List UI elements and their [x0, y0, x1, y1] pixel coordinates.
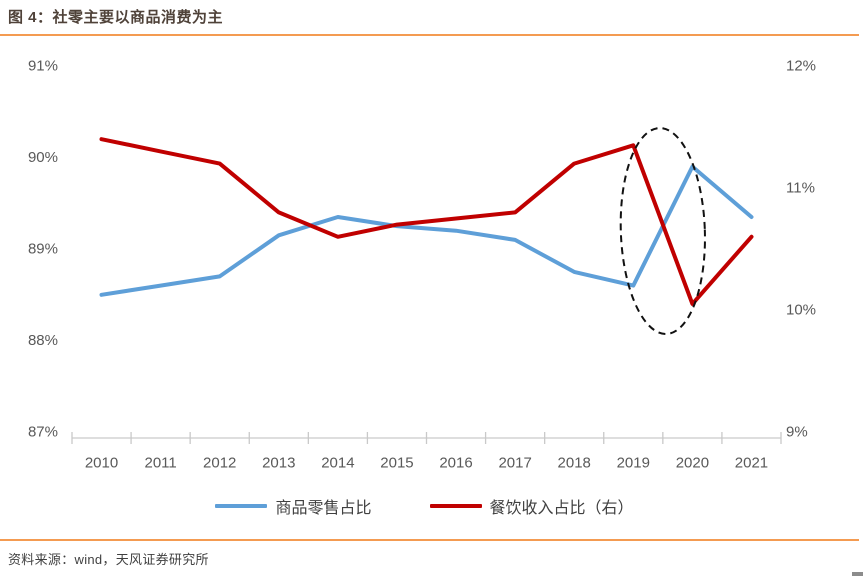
x-axis-year-label: 2021 — [735, 455, 768, 472]
red-series-line — [99, 137, 754, 306]
right-axis-tick-label: 9% — [786, 424, 808, 441]
x-axis-year-label: 2015 — [380, 455, 413, 472]
chart-legend: 商品零售占比 餐饮收入占比（右） — [0, 494, 849, 518]
legend-label-catering-income: 餐饮收入占比（右） — [489, 500, 634, 517]
x-axis-year-label: 2014 — [321, 455, 354, 472]
blue-series-line — [99, 164, 754, 297]
x-axis-year-label: 2017 — [498, 455, 531, 472]
legend-item-catering-income: 餐饮收入占比（右） — [429, 494, 634, 518]
left-axis-tick-label: 91% — [28, 58, 58, 75]
x-axis-year-label: 2011 — [144, 455, 176, 472]
x-axis-year-label: 2010 — [85, 455, 118, 472]
legend-swatch-blue — [215, 504, 268, 508]
title-underline-rule — [0, 34, 859, 36]
legend-label-goods-retail: 商品零售占比 — [275, 500, 372, 517]
x-axis-year-label: 2018 — [558, 455, 591, 472]
footer-rule — [0, 539, 859, 541]
left-axis-tick-label: 88% — [28, 332, 58, 349]
source-note: 资料来源：wind，天风证券研究所 — [8, 552, 209, 567]
figure-title: 图 4：社零主要以商品消费为主 — [8, 9, 224, 26]
right-axis-tick-label: 11% — [786, 180, 815, 197]
left-axis-tick-label: 90% — [28, 149, 58, 166]
right-axis-tick-label: 10% — [786, 302, 816, 319]
x-axis-year-label: 2019 — [617, 455, 650, 472]
x-axis-year-label: 2012 — [203, 455, 236, 472]
legend-swatch-red — [429, 504, 482, 508]
left-axis-tick-label: 89% — [28, 241, 58, 258]
chart-canvas: 91% 90% 89% 88% 87% 12% 11% 10% 9% 2010 2011 2012 20… — [28, 58, 816, 472]
x-axis-year-label: 2016 — [439, 455, 472, 472]
corner-mark — [852, 572, 863, 576]
right-axis-tick-label: 12% — [786, 58, 816, 75]
x-axis-year-label: 2020 — [676, 455, 709, 472]
x-axis-year-label: 2013 — [262, 455, 295, 472]
highlight-ellipse — [619, 127, 706, 335]
legend-item-goods-retail: 商品零售占比 — [215, 494, 372, 518]
left-axis-tick-label: 87% — [28, 424, 58, 441]
